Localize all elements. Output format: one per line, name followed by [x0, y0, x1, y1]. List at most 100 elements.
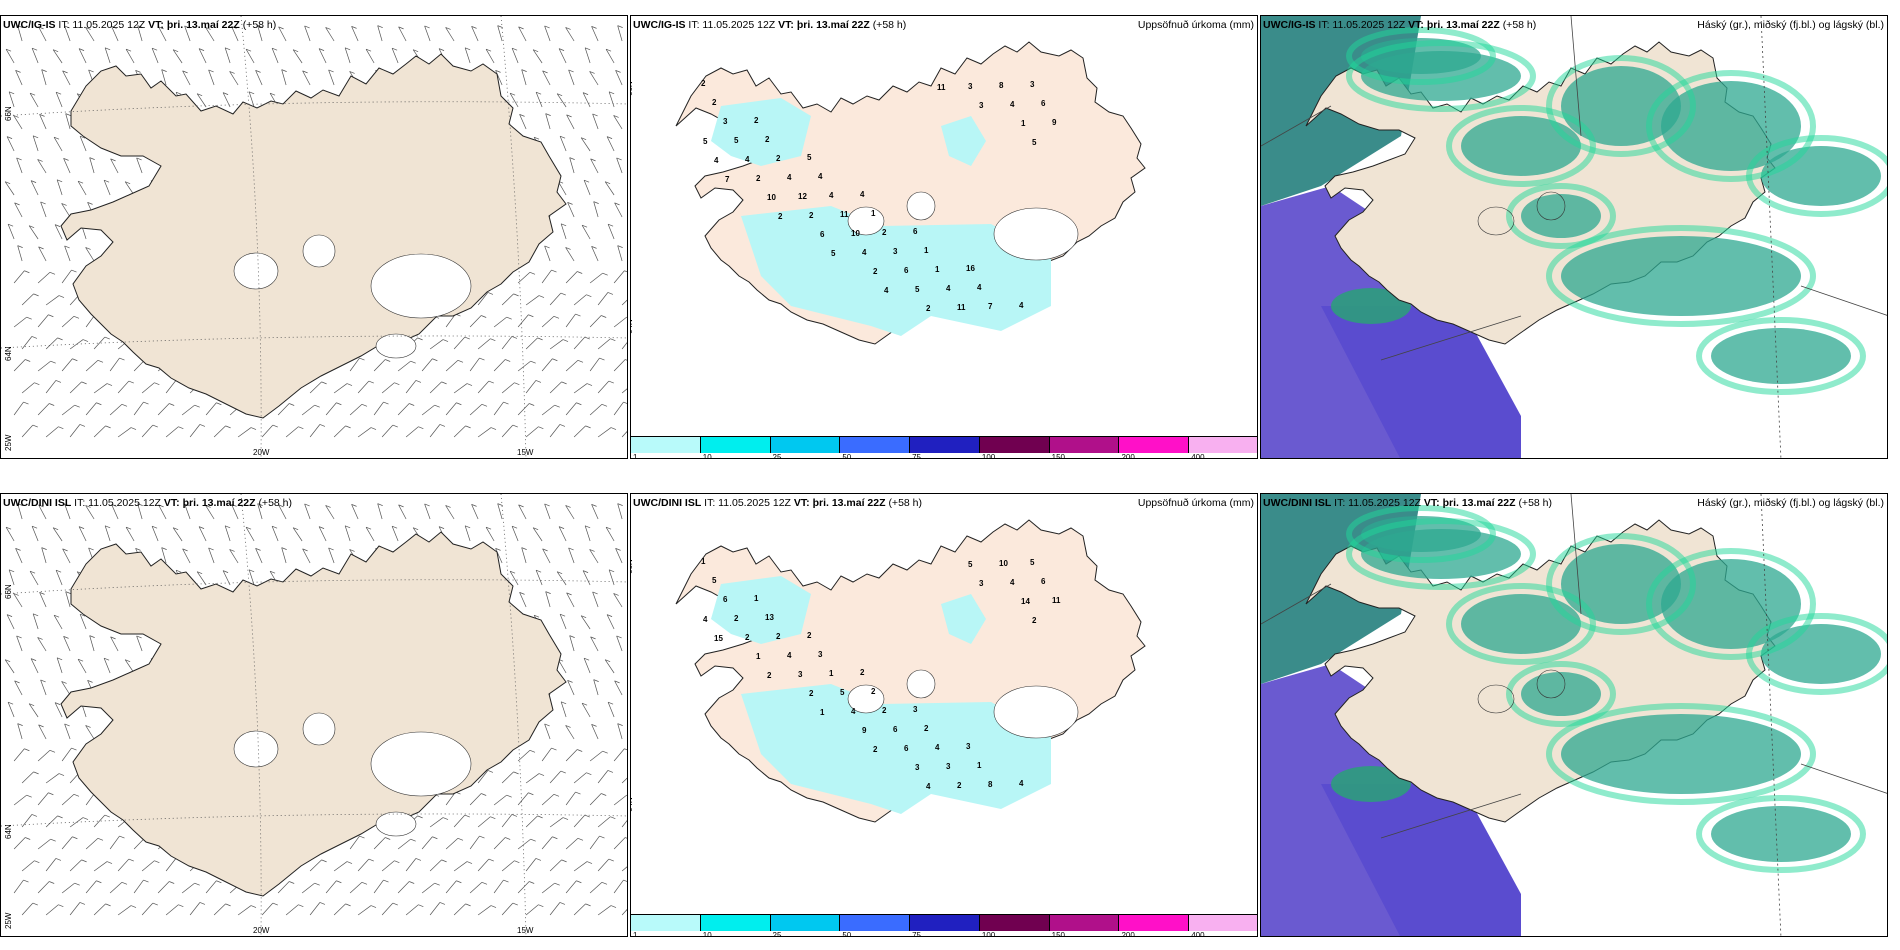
- colorbar-swatch: [700, 914, 771, 931]
- precip-value: 2: [765, 135, 770, 144]
- colorbar-tick: 25: [772, 453, 782, 459]
- precip-value: 4: [977, 283, 982, 292]
- glaciers: [847, 669, 1079, 739]
- panel-header: UWC/DINI ISL IT: 11.05.2025 12Z VT: þri.…: [1263, 497, 1552, 509]
- panel-header: UWC/DINI ISL IT: 11.05.2025 12Z VT: þri.…: [633, 497, 922, 509]
- lat-label-64n: 64N: [630, 797, 634, 812]
- precip-value: 11: [937, 83, 946, 92]
- colorbar-swatch: [1119, 436, 1190, 453]
- precip-value: 4: [829, 191, 834, 200]
- colorbar-tick: 200: [1121, 453, 1135, 459]
- glaciers: [1477, 669, 1566, 714]
- precip-panel-bottom: 1 1 2 2 3 3 4 5 13 3 2 2 1 5 6 2 1 2 4 8 6 2 4 5 6 3 10 11 2 3 4 6 2 4 4 1 2…: [630, 493, 1258, 937]
- graticule: [1261, 494, 1887, 936]
- precip-value: 11: [957, 303, 966, 312]
- precip-value: 3: [893, 247, 898, 256]
- colorbar-swatch: [1049, 914, 1120, 931]
- precip-value: 2: [778, 212, 783, 221]
- precip-panel-top: 2 2 5 4 6 16 4 2 2 4 1 1 4 3 3 2 4 2 1 7 6 5 4 11 3 4 8 9 4 12 10 6 11 4 5…: [630, 15, 1258, 459]
- precip-value: 12: [798, 192, 807, 201]
- precip-value: 3: [798, 670, 803, 679]
- lat-label-64n: 64N: [4, 824, 13, 839]
- precip-value: 4: [851, 707, 856, 716]
- precip-value: 3: [915, 763, 920, 772]
- precip-value: 1: [820, 708, 825, 717]
- cloud-map: [1261, 494, 1887, 936]
- precip-value: 2: [809, 211, 814, 220]
- precip-value: 3: [913, 705, 918, 714]
- precip-value: 4: [926, 782, 931, 791]
- precip-value: 2: [712, 98, 717, 107]
- lat-label-25w: 25W: [4, 912, 13, 929]
- precip-value: 2: [926, 304, 931, 313]
- colorbar-tick: 200: [1121, 931, 1135, 937]
- precip-value: 13: [765, 613, 774, 622]
- precip-value: 10: [767, 193, 776, 202]
- colorbar-tick: 50: [842, 931, 852, 937]
- precip-value: 5: [712, 576, 717, 585]
- colorbar-tick: 100: [981, 453, 996, 459]
- precip-value: 1: [871, 209, 876, 218]
- colorbar-swatch: [770, 914, 841, 931]
- graticule: [1, 16, 627, 458]
- wind-map: [1, 494, 627, 936]
- precip-value-labels: 1122334513322156212486245631011234624412…: [701, 557, 1061, 791]
- colorbar-swatch: [1189, 914, 1257, 931]
- colorbar-tick: 1: [633, 931, 638, 937]
- colorbar-tick: 50: [842, 453, 852, 459]
- colorbar-tick: 75: [912, 453, 922, 459]
- precip-value: 6: [904, 266, 909, 275]
- precip-map: 2254616422411433242176541134894121061145…: [675, 41, 1146, 345]
- graticule: [1, 494, 627, 936]
- precip-value: 3: [818, 650, 823, 659]
- precip-value: 4: [745, 155, 750, 164]
- precip-value: 10: [999, 559, 1008, 568]
- precip-value: 9: [862, 726, 867, 735]
- precip-value: 4: [1019, 301, 1024, 310]
- precip-value: 3: [723, 117, 728, 126]
- precip-value: 4: [1010, 100, 1015, 109]
- precip-value: 3: [946, 762, 951, 771]
- lat-label-25w: 25W: [4, 434, 13, 451]
- panel-header: UWC/IG-IS IT: 11.05.2025 12Z VT: þri. 13…: [1263, 19, 1537, 31]
- colorbar-tick: 25: [772, 931, 782, 937]
- precip-value: 2: [873, 745, 878, 754]
- graticule: [1261, 16, 1887, 458]
- precip-value: 2: [871, 687, 876, 696]
- precip-value: 1: [1021, 119, 1026, 128]
- lat-label-66n: 66N: [4, 584, 13, 599]
- precip-value: 11: [1052, 596, 1061, 605]
- precip-value: 9: [1052, 118, 1057, 127]
- precip-value-labels: 2254616422411433242176541134894121061145…: [701, 79, 1057, 313]
- precip-value: 6: [913, 227, 918, 236]
- precip-colorbar: 1 10 25 50 75 100 150 200 400: [631, 436, 1257, 459]
- colorbar-tick: 400: [1191, 453, 1205, 459]
- precip-value: 3: [1030, 80, 1035, 89]
- precip-value: 2: [767, 671, 772, 680]
- cloud-overlay: [1346, 27, 1887, 395]
- wind-panel-bottom: UWC/DINI ISL IT: 11.05.2025 12Z VT: þri.…: [0, 493, 628, 937]
- precip-value: 5: [703, 137, 708, 146]
- colorbar-swatch: [1119, 914, 1190, 931]
- precip-value: 4: [860, 190, 865, 199]
- precip-value: 15: [714, 634, 723, 643]
- wind-map: [1, 16, 627, 458]
- colorbar-tick: 400: [1191, 931, 1205, 937]
- panel-title: Háský (gr.), miðský (fj.bl.) og lágský (…: [1697, 19, 1884, 31]
- panel-header: UWC/IG-IS IT: 11.05.2025 12Z VT: þri. 13…: [3, 19, 277, 31]
- colorbar-tick: 10: [702, 931, 712, 937]
- precip-value: 1: [754, 594, 759, 603]
- precip-value: 3: [968, 82, 973, 91]
- precip-value: 4: [787, 173, 792, 182]
- colorbar-swatch: [631, 914, 701, 931]
- precip-value: 4: [862, 248, 867, 257]
- precip-value: 2: [1032, 616, 1037, 625]
- precip-value: 5: [968, 560, 973, 569]
- precip-value: 4: [1019, 779, 1024, 788]
- precip-value: 2: [756, 174, 761, 183]
- precip-value: 2: [809, 689, 814, 698]
- colorbar-swatch: [840, 914, 911, 931]
- precip-value: 2: [754, 116, 759, 125]
- precip-value: 5: [807, 153, 812, 162]
- precip-value: 6: [820, 230, 825, 239]
